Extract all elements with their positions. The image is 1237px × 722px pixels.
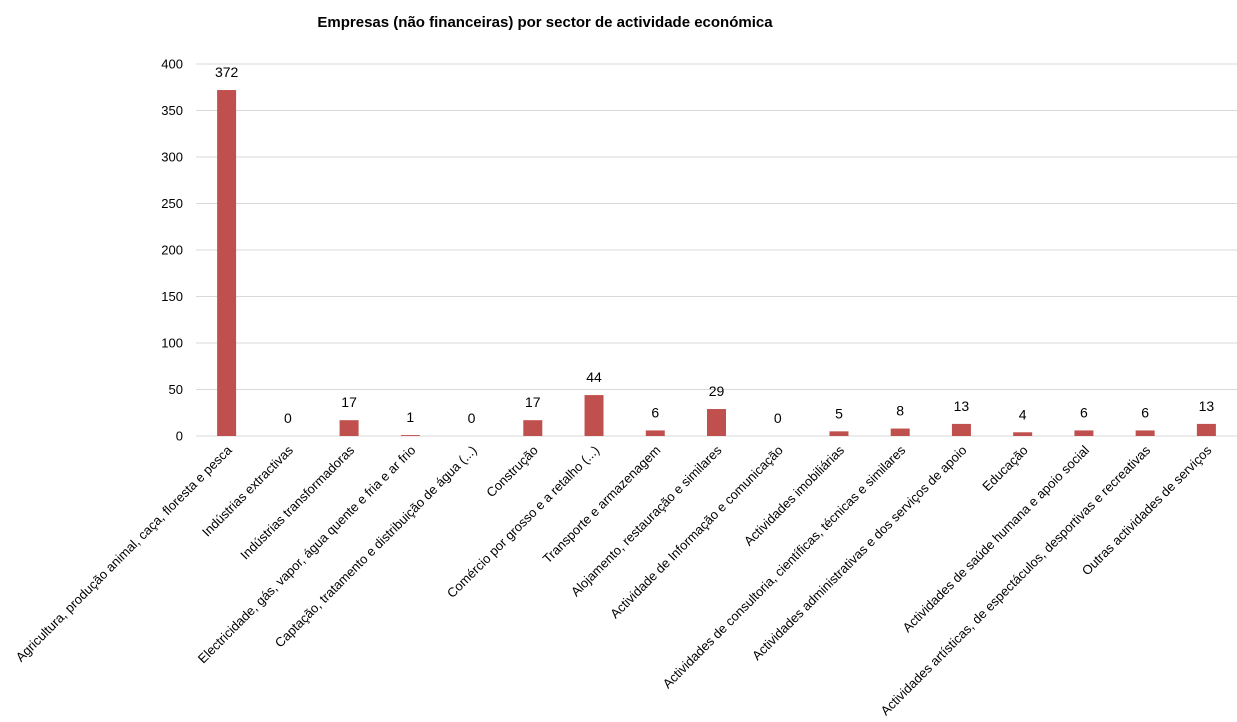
bar [217,90,237,436]
bar [339,420,359,436]
chart-title: Empresas (não financeiras) por sector de… [317,14,773,31]
bar [584,395,604,436]
data-label: 6 [651,404,659,420]
x-category-label: Actividades administrativas e dos serviç… [749,443,970,664]
bar [400,435,420,436]
y-tick-label: 50 [169,382,183,397]
x-category-label: Educação [979,443,1030,494]
data-label: 372 [215,64,239,80]
data-label: 4 [1019,406,1027,422]
bar [951,423,971,436]
bar [645,430,665,436]
y-tick-label: 350 [161,103,183,118]
y-tick-label: 200 [161,243,183,258]
data-label: 29 [709,383,725,399]
y-tick-label: 250 [161,196,183,211]
data-label: 0 [284,410,292,426]
gridlines [196,63,1237,390]
bars [217,90,1216,436]
data-label: 5 [835,405,843,421]
x-category-label: Outras actividades de serviços [1079,442,1215,578]
bar [890,428,910,436]
bar [707,409,726,436]
data-label: 17 [525,394,541,410]
y-tick-label: 400 [161,57,183,72]
data-labels: 372 0 17 1 0 17 44 6 29 0 5 8 13 4 6 6 13 [215,64,1214,426]
data-label: 0 [774,410,782,426]
y-tick-label: 150 [161,289,183,304]
data-label: 13 [954,398,970,414]
x-category-label: Transporte e armazenagem [540,443,664,567]
data-label: 8 [896,403,904,419]
data-label: 17 [341,394,357,410]
x-category-label: Indústrias transformadoras [237,442,357,562]
y-tick-label: 300 [161,150,183,165]
bar [829,431,849,436]
x-axis-category-labels: Agricultura, produção animal, caça, flor… [13,442,1215,718]
data-label: 6 [1080,404,1088,420]
y-tick-label: 100 [161,336,183,351]
data-label: 6 [1141,404,1149,420]
bar [1074,430,1094,436]
y-axis-ticks: 0 50 100 150 200 250 300 350 400 [161,57,183,444]
bar [1135,430,1155,436]
x-category-label: Agricultura, produção animal, caça, flor… [13,442,236,665]
x-category-label: Construção [483,443,541,501]
data-label: 13 [1199,398,1215,414]
y-tick-label: 0 [176,429,183,444]
bar [523,420,543,436]
bar [1013,432,1033,436]
data-label: 0 [468,410,476,426]
x-category-label: Actividades imobiliárias [741,442,847,548]
data-label: 44 [586,369,602,385]
data-label: 1 [406,409,414,425]
bar [1196,423,1216,436]
x-category-label: Electricidade, gás, vapor, água quente e… [195,443,419,667]
